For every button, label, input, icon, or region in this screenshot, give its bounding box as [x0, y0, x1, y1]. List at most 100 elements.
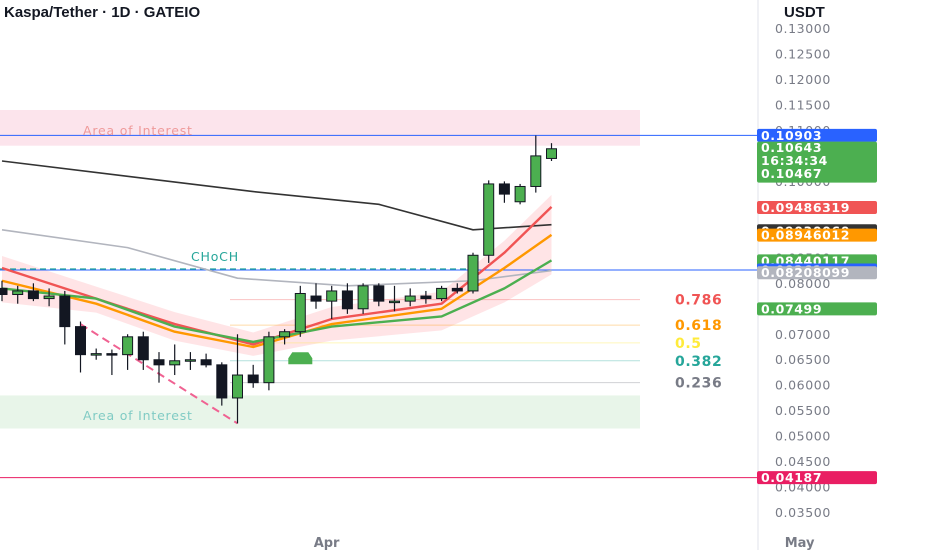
candle-2024-04-03[interactable] — [357, 283, 369, 314]
candle-body — [279, 331, 291, 338]
candle-body — [169, 360, 181, 366]
candle-2024-04-14[interactable] — [530, 135, 542, 193]
price-badge-9: 0.04187 — [757, 470, 877, 485]
candle-body — [420, 295, 432, 300]
candle-2024-04-07[interactable] — [420, 290, 432, 304]
candle-body — [184, 359, 196, 362]
candle-countdown: 16:34:34 — [761, 153, 828, 168]
price-badge-text: 0.08208099 — [761, 265, 850, 280]
candle-2024-03-14[interactable] — [43, 288, 55, 307]
price-tick: 0.12000 — [775, 72, 831, 87]
candle-2024-04-12[interactable] — [498, 181, 510, 203]
candle-body — [310, 295, 322, 302]
candle-2024-04-10[interactable] — [467, 252, 479, 294]
candle-body — [530, 155, 542, 187]
candle-2024-04-04[interactable] — [373, 283, 385, 307]
candle-body — [12, 290, 24, 296]
candle-body — [373, 285, 385, 302]
price-badge-low: 0.10467 — [761, 166, 822, 181]
candle-body — [75, 326, 86, 356]
price-badge-text: 0.10643 — [761, 140, 822, 155]
candle-2024-03-26[interactable] — [232, 334, 243, 424]
currency-label: USDT — [784, 4, 825, 21]
price-tick: 0.06500 — [775, 352, 831, 367]
candle-2024-04-15[interactable] — [546, 143, 557, 161]
candle-body — [389, 300, 400, 304]
price-badge-text: 0.09486319 — [761, 200, 850, 215]
candle-2024-03-28[interactable] — [263, 331, 275, 391]
price-badge-7: 0.08208099 — [757, 265, 877, 280]
chart-title: Kaspa/Tether · 1D · GATEIO — [4, 4, 200, 21]
price-tick: 0.05500 — [775, 403, 831, 418]
candle-body — [153, 359, 165, 366]
choch-label: CHoCH — [191, 249, 239, 264]
candle-2024-03-24[interactable] — [200, 353, 212, 368]
candle-2024-03-27[interactable] — [247, 364, 259, 388]
candle-2024-03-18[interactable] — [106, 349, 118, 376]
candle-2024-03-12[interactable] — [12, 285, 24, 304]
price-badge-text: 0.10903 — [761, 128, 822, 143]
candle-2024-03-25[interactable] — [216, 362, 228, 406]
candle-body — [90, 353, 102, 356]
moving-average-4 — [1, 259, 553, 344]
price-badge-bg — [757, 141, 877, 183]
price-badge-bg — [757, 228, 877, 242]
candle-2024-03-11[interactable] — [0, 280, 8, 302]
zone-top-label: Area of Interest — [83, 123, 193, 138]
price-tick: 0.07000 — [775, 327, 831, 342]
candle-2024-03-15[interactable] — [59, 290, 71, 345]
candle-2024-04-08[interactable] — [436, 285, 448, 302]
price-badge-2: 0.09486319 — [757, 200, 877, 215]
candle-2024-03-23[interactable] — [184, 352, 196, 370]
candle-2024-04-13[interactable] — [514, 183, 526, 205]
candle-body — [451, 287, 463, 292]
price-badge-text: 0.04187 — [761, 470, 822, 485]
candle-2024-03-17[interactable] — [90, 348, 102, 360]
candle-body — [59, 295, 71, 328]
candle-body — [341, 290, 353, 310]
candle-body — [436, 287, 448, 300]
candle-body — [498, 183, 510, 195]
price-badge-bg — [757, 201, 877, 215]
candle-body — [216, 364, 228, 399]
candle-body — [326, 290, 338, 302]
price-tick: 0.06000 — [775, 378, 831, 393]
candle-2024-03-20[interactable] — [137, 331, 149, 370]
candle-body — [247, 374, 259, 384]
candle-2024-03-13[interactable] — [27, 283, 39, 302]
candle-body — [0, 287, 8, 296]
bos-marker-icon — [288, 352, 313, 365]
price-badge-bg — [757, 266, 877, 280]
candle-2024-04-11[interactable] — [483, 180, 495, 263]
candle-body — [137, 336, 149, 361]
candle-body — [357, 285, 369, 310]
candle-body — [106, 353, 118, 356]
candle-2024-04-02[interactable] — [341, 283, 353, 314]
price-tick: 0.05000 — [775, 429, 831, 444]
candle-2024-04-05[interactable] — [389, 285, 400, 312]
candle-2024-04-01[interactable] — [326, 285, 338, 319]
candle-2024-03-31[interactable] — [310, 283, 322, 309]
zone-bottom-label: Area of Interest — [83, 408, 193, 423]
candle-body — [263, 336, 275, 384]
candle-body — [514, 185, 526, 203]
fib-label-0.5: 0.5 — [675, 336, 702, 352]
candle-2024-03-22[interactable] — [169, 344, 181, 376]
candle-body — [122, 336, 134, 356]
zone-area-0 — [0, 110, 640, 146]
price-badge-bg — [757, 128, 877, 142]
candle-2024-04-06[interactable] — [404, 288, 416, 307]
candle-2024-04-09[interactable] — [451, 283, 463, 294]
candle-2024-03-21[interactable] — [153, 352, 165, 383]
candle-2024-03-16[interactable] — [75, 321, 86, 373]
price-tick: 0.13000 — [775, 21, 831, 36]
fib-label-0.236: 0.236 — [675, 376, 722, 392]
price-badge-text: 0.08946012 — [761, 228, 850, 243]
candle-2024-03-30[interactable] — [294, 285, 306, 337]
price-badge-8: 0.07499 — [757, 301, 877, 316]
candle-2024-03-29[interactable] — [279, 329, 291, 345]
candle-2024-03-19[interactable] — [122, 334, 134, 370]
price-badge-bg — [757, 471, 877, 485]
